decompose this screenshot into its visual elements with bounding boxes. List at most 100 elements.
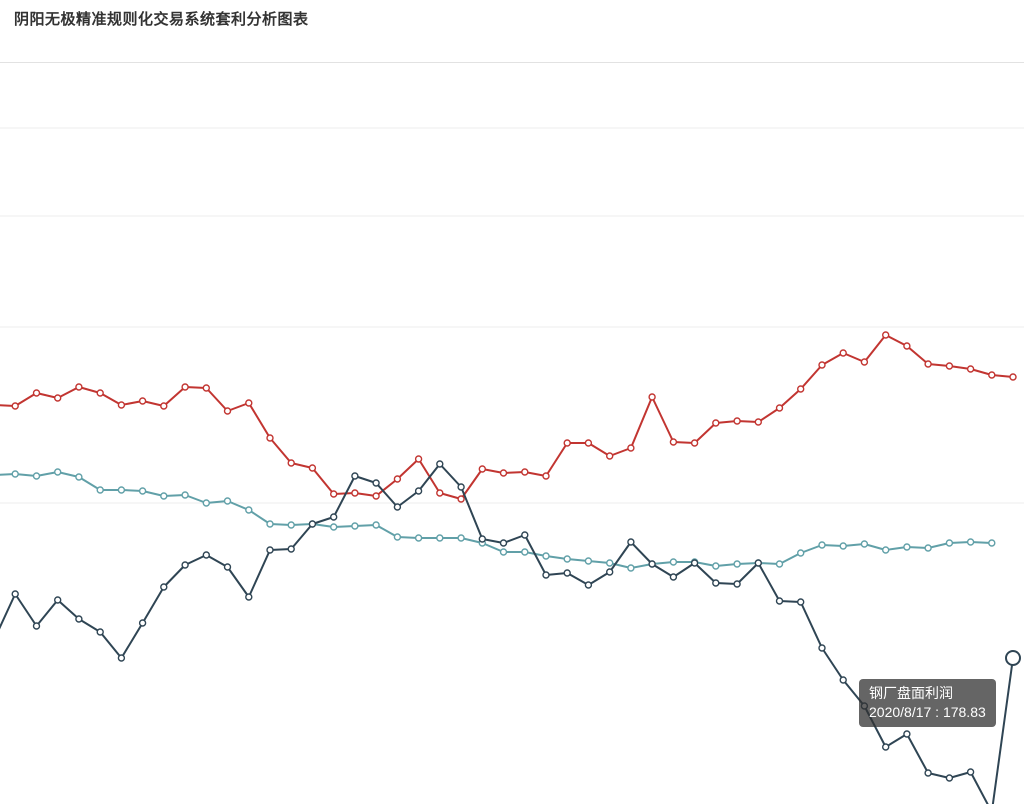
steel_mill_profit-point[interactable]: [797, 598, 805, 606]
teal_line-point[interactable]: [287, 521, 295, 529]
steel_mill_profit-point[interactable]: [775, 597, 784, 605]
red_line-point[interactable]: [96, 389, 104, 397]
steel_mill_profit-point[interactable]: [117, 654, 126, 662]
red_line-point[interactable]: [11, 402, 19, 410]
steel_mill_profit-point[interactable]: [584, 581, 593, 589]
steel_mill_profit-point[interactable]: [372, 479, 380, 487]
teal_line-point[interactable]: [521, 548, 529, 556]
red_line-point[interactable]: [860, 358, 869, 366]
teal_line-point[interactable]: [542, 552, 550, 560]
teal_line-point[interactable]: [733, 560, 741, 568]
teal_line-point[interactable]: [924, 544, 932, 552]
steel_mill_profit-point[interactable]: [882, 743, 890, 751]
teal_line-point[interactable]: [32, 472, 41, 480]
red_line-point[interactable]: [478, 465, 486, 473]
red_line-point[interactable]: [499, 469, 508, 477]
teal_line-point[interactable]: [11, 470, 19, 478]
red_line-point[interactable]: [436, 489, 444, 497]
steel_mill_profit-point[interactable]: [308, 520, 317, 528]
steel_mill_profit-point[interactable]: [181, 561, 189, 569]
steel_mill_profit-point[interactable]: [733, 580, 741, 588]
teal_line-point[interactable]: [563, 555, 571, 563]
steel_mill_profit-point[interactable]: [627, 538, 635, 546]
steel_mill_profit-point[interactable]: [754, 559, 762, 567]
steel_mill_profit-point[interactable]: [393, 503, 402, 511]
steel_mill_profit-point[interactable]: [669, 573, 678, 581]
teal_line-point[interactable]: [839, 542, 847, 550]
red_line-point[interactable]: [669, 438, 678, 446]
red_line-point[interactable]: [606, 452, 614, 460]
teal_line-point[interactable]: [160, 492, 168, 500]
steel_mill_profit-point[interactable]: [818, 644, 826, 652]
teal_line-point[interactable]: [181, 491, 189, 499]
red_line-point[interactable]: [818, 361, 826, 369]
red_line-point[interactable]: [988, 371, 996, 379]
red_line-point[interactable]: [393, 475, 402, 483]
red_line-point[interactable]: [712, 419, 720, 427]
red_line-point[interactable]: [266, 434, 274, 442]
red_line-point[interactable]: [1009, 373, 1017, 381]
red_line-point[interactable]: [414, 455, 423, 463]
steel_mill_profit-point[interactable]: [138, 619, 147, 627]
red_line-point[interactable]: [903, 342, 911, 350]
steel_mill_profit-point[interactable]: [266, 546, 274, 554]
red_line-point[interactable]: [733, 417, 741, 425]
teal_line-point[interactable]: [882, 546, 890, 554]
red_line-point[interactable]: [690, 439, 699, 447]
teal_line-point[interactable]: [966, 538, 975, 546]
teal_line-point[interactable]: [860, 540, 869, 548]
teal_line-point[interactable]: [436, 534, 444, 542]
teal_line-point[interactable]: [988, 539, 996, 547]
steel_mill_profit-point[interactable]: [606, 568, 614, 576]
teal_line-point[interactable]: [245, 506, 253, 514]
steel_mill_profit-point[interactable]: [436, 460, 444, 468]
steel_mill_profit-point[interactable]: [690, 559, 699, 567]
teal_line-point[interactable]: [75, 473, 83, 481]
steel_mill_profit-point[interactable]: [351, 472, 359, 480]
red_line-series[interactable]: [0, 331, 1017, 503]
steel_mill_profit-point[interactable]: [245, 593, 253, 601]
red_line-point[interactable]: [330, 490, 338, 498]
steel_mill_profit-point[interactable]: [223, 563, 232, 571]
red_line-point[interactable]: [584, 439, 593, 447]
steel_mill_profit-point[interactable]: [32, 622, 41, 630]
teal_line-point[interactable]: [223, 497, 232, 505]
steel_mill_profit-point[interactable]: [924, 769, 932, 777]
red_line-point[interactable]: [839, 349, 847, 357]
teal_line-point[interactable]: [457, 534, 465, 542]
steel_mill_profit-point[interactable]: [202, 551, 211, 559]
red_line-point[interactable]: [648, 393, 656, 401]
red_line-point[interactable]: [924, 360, 932, 368]
red_line-point[interactable]: [775, 404, 784, 412]
red_line-point[interactable]: [223, 407, 232, 415]
red_line-point[interactable]: [308, 464, 317, 472]
teal_line-point[interactable]: [499, 548, 508, 556]
teal_line-point[interactable]: [627, 564, 635, 572]
steel_mill_profit-point[interactable]: [478, 535, 486, 543]
teal_line-point[interactable]: [775, 560, 784, 568]
steel_mill_profit-point[interactable]: [903, 730, 911, 738]
teal_line-point[interactable]: [330, 523, 338, 531]
teal_line-point[interactable]: [606, 559, 614, 567]
steel_mill_profit-point[interactable]: [160, 583, 168, 591]
red_line-point[interactable]: [32, 389, 41, 397]
steel_mill_profit-point[interactable]: [712, 579, 720, 587]
teal_line-point[interactable]: [945, 539, 954, 547]
steel_mill_profit-series[interactable]: [0, 460, 1021, 804]
red_line-point[interactable]: [627, 444, 635, 452]
red_line-point[interactable]: [138, 397, 147, 405]
teal_line-point[interactable]: [818, 541, 826, 549]
red_line-point[interactable]: [117, 401, 126, 409]
red_line-point[interactable]: [754, 418, 762, 426]
teal_line-point[interactable]: [414, 534, 423, 542]
teal_line-point[interactable]: [669, 558, 678, 566]
steel_mill_profit-point[interactable]: [499, 539, 508, 547]
teal_line-point[interactable]: [202, 499, 211, 507]
teal_line-point[interactable]: [351, 522, 359, 530]
steel_mill_profit-point[interactable]: [457, 483, 465, 491]
red_line-point[interactable]: [797, 385, 805, 393]
steel_mill_profit-point[interactable]: [75, 615, 83, 623]
red_line-point[interactable]: [54, 394, 62, 402]
red_line-point[interactable]: [563, 439, 571, 447]
steel_mill_profit-point[interactable]: [11, 590, 19, 598]
